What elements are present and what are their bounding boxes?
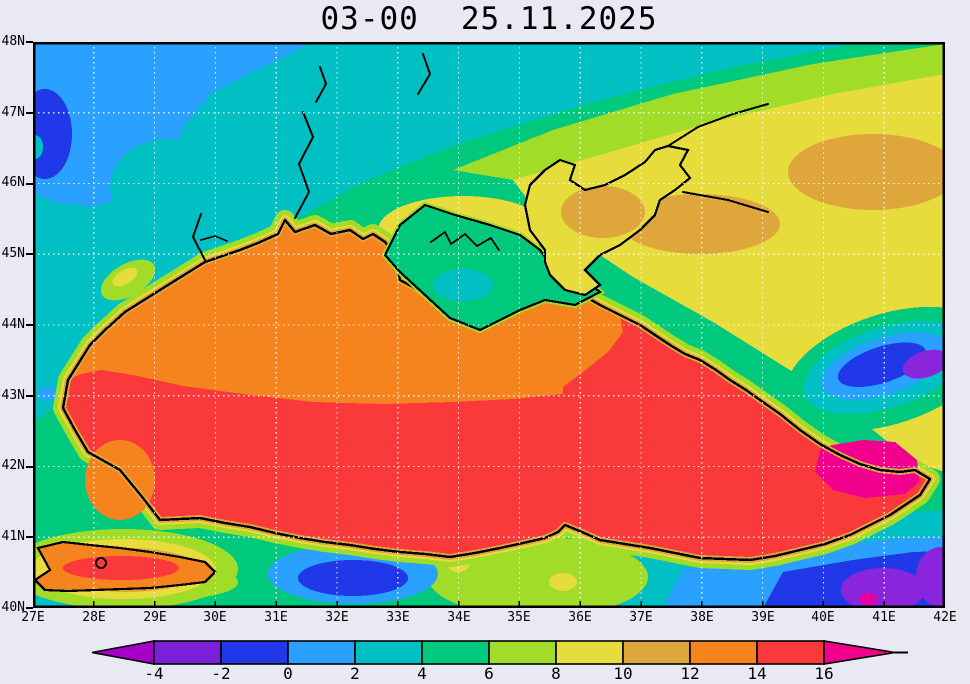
cbar-tick--2: -2 (211, 664, 231, 683)
lon-label-27e: 27E (21, 610, 45, 625)
black-sea (63, 220, 930, 560)
lon-label-35e: 35E (507, 610, 531, 625)
colorbar-segment (220, 640, 289, 665)
cbar-tick-6: 6 (484, 664, 494, 683)
lat-label-44n: 44N (1, 317, 25, 332)
lon-label-30e: 30E (203, 610, 227, 625)
lat-label-40n: 40N (1, 600, 25, 615)
crimea-peninsula (385, 205, 600, 330)
rivers (191, 53, 769, 261)
cbar-tick-4: 4 (417, 664, 427, 683)
colorbar-segment (421, 640, 490, 665)
lon-label-42e: 42E (933, 610, 957, 625)
lat-label-47n: 47N (1, 105, 25, 120)
lon-label-36e: 36E (568, 610, 592, 625)
lon-label-28e: 28E (82, 610, 106, 625)
lon-label-32e: 32E (325, 610, 349, 625)
lat-tick (26, 395, 33, 397)
colorbar-segment (756, 640, 825, 665)
title-time: 03-00 (320, 1, 419, 37)
title-date: 25.11.2025 (460, 1, 658, 37)
lat-tick (26, 112, 33, 114)
map-title: 03-00 25.11.2025 (33, 0, 945, 38)
lat-tick (26, 466, 33, 468)
lon-label-38e: 38E (690, 610, 714, 625)
cbar-tick-8: 8 (551, 664, 561, 683)
cbar-tick-2: 2 (350, 664, 360, 683)
lon-label-34e: 34E (447, 610, 471, 625)
lat-tick (26, 324, 33, 326)
colorbar-segment (488, 640, 557, 665)
lat-tick (26, 253, 33, 255)
colorbar-segment (689, 640, 758, 665)
sea-orange-zone (68, 220, 623, 404)
cbar-tick-16: 16 (814, 664, 834, 683)
colorbar-segment (354, 640, 423, 665)
lon-label-29e: 29E (143, 610, 167, 625)
colorbar-left-arrow (91, 640, 155, 665)
lat-tick (26, 183, 33, 185)
map-area (33, 42, 945, 608)
lat-label-42n: 42N (1, 458, 25, 473)
temperature-colorbar (91, 640, 908, 665)
lon-label-33e: 33E (386, 610, 410, 625)
lat-label-46n: 46N (1, 175, 25, 190)
lat-tick (26, 536, 33, 538)
lon-label-40e: 40E (811, 610, 835, 625)
colorbar-segment (287, 640, 356, 665)
lat-tick (26, 607, 33, 609)
lat-label-41n: 41N (1, 529, 25, 544)
lon-label-37e: 37E (629, 610, 653, 625)
map-border (33, 42, 945, 608)
colorbar-segment (153, 640, 222, 665)
lat-label-45n: 45N (1, 246, 25, 261)
colorbar-segment (555, 640, 624, 665)
map-canvas (33, 42, 945, 608)
graticule (33, 42, 945, 608)
lat-label-43n: 43N (1, 388, 25, 403)
lon-label-31e: 31E (264, 610, 288, 625)
cbar-tick-10: 10 (613, 664, 633, 683)
cbar-tick-14: 14 (747, 664, 767, 683)
lat-tick (26, 41, 33, 43)
cbar-tick-12: 12 (680, 664, 700, 683)
lon-label-39e: 39E (751, 610, 775, 625)
colorbar-right-arrow (823, 640, 896, 665)
lat-label-48n: 48N (1, 34, 25, 49)
lon-label-41e: 41E (872, 610, 896, 625)
cbar-tick-0: 0 (283, 664, 293, 683)
colorbar-segment (622, 640, 691, 665)
cbar-tick--4: -4 (144, 664, 164, 683)
sea-of-marmara (33, 540, 217, 593)
sea-west-orange-blob (85, 440, 155, 520)
sea-of-azov (523, 144, 692, 297)
